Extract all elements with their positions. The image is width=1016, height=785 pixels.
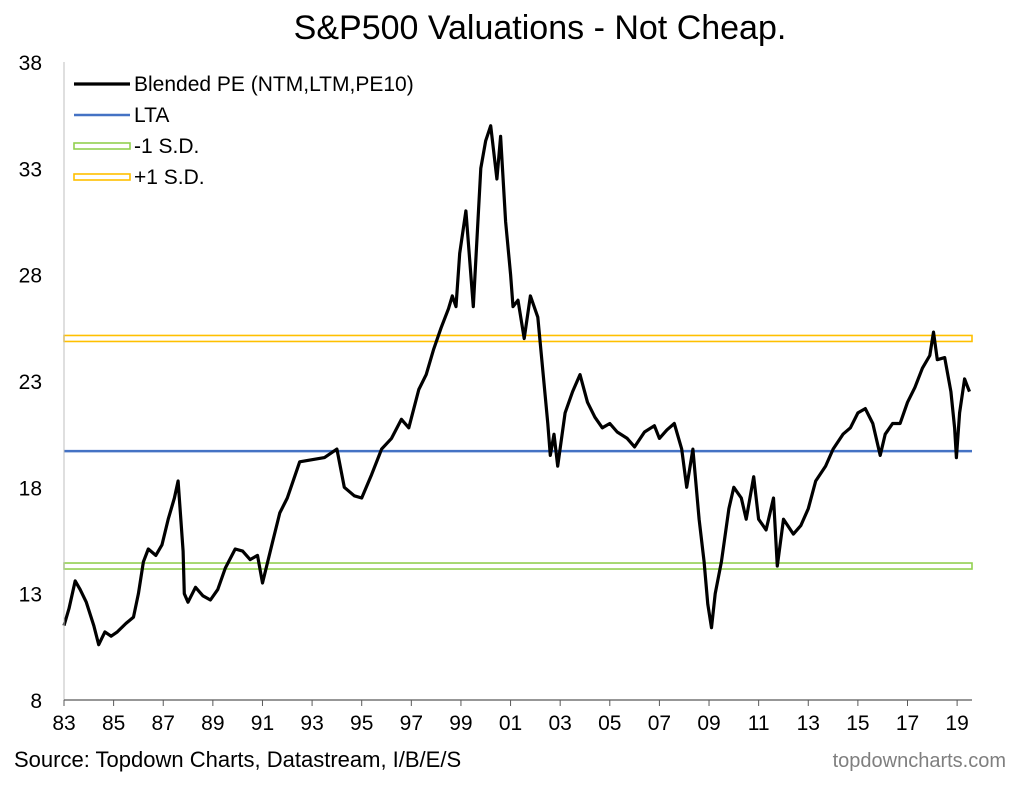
legend-blended-pe: Blended PE (NTM,LTM,PE10) [74, 73, 414, 96]
y-tick-label: 8 [30, 690, 42, 713]
legend-label: -1 S.D. [134, 135, 199, 158]
legend-label: LTA [134, 104, 169, 127]
y-tick-label: 18 [19, 477, 42, 500]
x-tick-label: 97 [400, 712, 423, 735]
legend-label: Blended PE (NTM,LTM,PE10) [134, 73, 414, 96]
x-tick-label: 91 [251, 712, 274, 735]
y-tick-label: 23 [19, 371, 42, 394]
legend: Blended PE (NTM,LTM,PE10) LTA -1 S.D. +1 S.… [73, 73, 414, 189]
series-blended-pe-line [62, 124, 971, 647]
x-tick-label: 89 [201, 712, 224, 735]
x-tick-label: 03 [548, 712, 571, 735]
x-tick-label: 07 [648, 712, 671, 735]
x-tick-label: 19 [945, 712, 968, 735]
legend-swatch [73, 173, 131, 181]
x-tick-label: 11 [748, 712, 770, 735]
legend-label: +1 S.D. [134, 166, 205, 189]
x-tick-label: 87 [152, 712, 175, 735]
axes: 8 13 18 23 28 33 38 83 85 87 89 91 93 95 97 99 01 03 05 07 0… [19, 52, 972, 735]
y-tick-label: 28 [19, 265, 42, 288]
y-tick-label: 33 [19, 158, 42, 181]
legend-minus-sd: -1 S.D. [73, 135, 199, 158]
plot-area [62, 124, 973, 647]
x-tick-label: 93 [300, 712, 323, 735]
x-tick-label: 17 [896, 712, 919, 735]
x-tick-label: 15 [846, 712, 869, 735]
x-tick-label: 95 [350, 712, 373, 735]
watermark: topdowncharts.com [832, 750, 1006, 772]
legend-lta: LTA [74, 104, 169, 127]
x-tick-label: 01 [499, 712, 522, 735]
x-tick-label: 83 [52, 712, 75, 735]
chart-title: S&P500 Valuations - Not Cheap. [294, 9, 787, 47]
x-tick-label: 05 [598, 712, 621, 735]
legend-swatch [73, 142, 131, 150]
x-tick-label: 13 [797, 712, 820, 735]
legend-plus-sd: +1 S.D. [73, 166, 205, 189]
y-tick-label: 13 [19, 584, 42, 607]
x-tick-label: 09 [697, 712, 720, 735]
series-minus-sd-line [63, 562, 973, 570]
x-tick-label: 99 [449, 712, 472, 735]
y-tick-label: 38 [19, 52, 42, 75]
x-tick-label: 85 [102, 712, 125, 735]
source-note: Source: Topdown Charts, Datastream, I/B/… [14, 747, 462, 772]
series-plus-sd-line [63, 334, 973, 343]
